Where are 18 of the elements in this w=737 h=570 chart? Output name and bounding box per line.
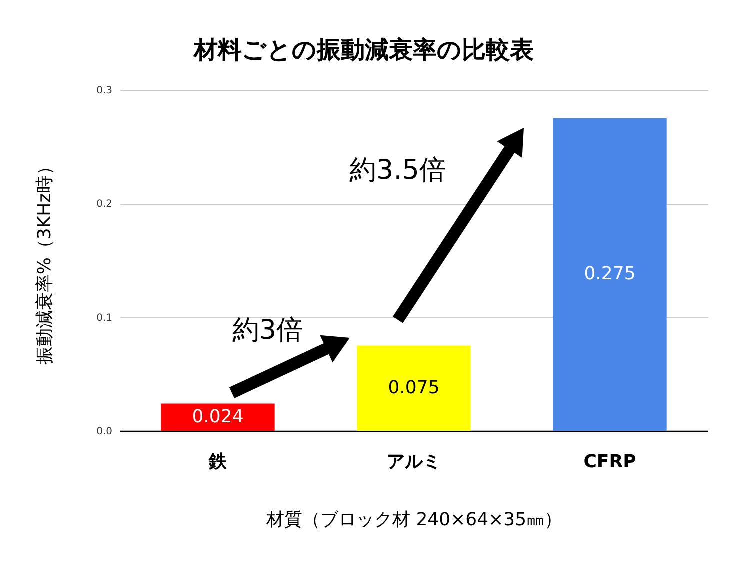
y-tick-label: 0.0 <box>96 426 112 438</box>
y-axis-title: 振動減衰率%（3KHz時） <box>34 157 56 365</box>
x-tick-label: 鉄 <box>208 452 228 472</box>
x-tick-label: CFRP <box>584 452 636 472</box>
y-tick-label: 0.1 <box>96 312 112 324</box>
chart-title: 材料ごとの振動減衰率の比較表 <box>193 36 534 64</box>
data-label: 0.275 <box>584 264 636 285</box>
bar <box>553 118 667 431</box>
bar <box>357 346 471 431</box>
data-label: 0.024 <box>192 406 244 428</box>
data-label: 0.075 <box>388 377 440 398</box>
annotation: 約3.5倍 <box>350 154 446 188</box>
y-tick-label: 0.3 <box>96 86 112 96</box>
x-tick-label: アルミ <box>387 452 441 472</box>
x-axis-title: 材質（ブロック材 240×64×35㎜） <box>265 510 563 530</box>
y-tick-label: 0.2 <box>96 199 112 210</box>
annotation: 約3倍 <box>232 314 304 348</box>
bar <box>161 404 275 431</box>
